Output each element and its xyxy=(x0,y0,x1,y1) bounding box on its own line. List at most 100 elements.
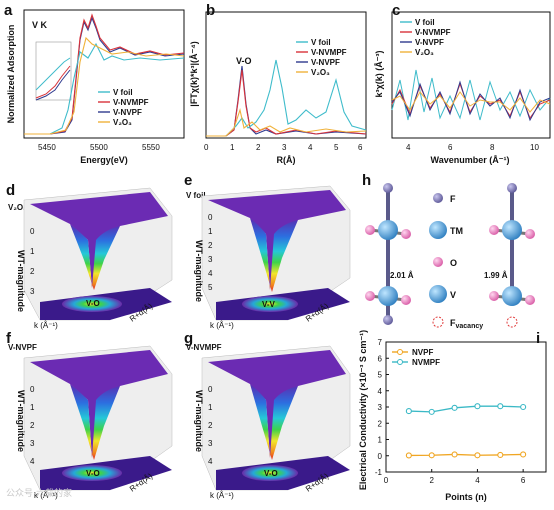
wavelet-ztick: 0 xyxy=(30,227,35,236)
panel-b: b V-O V foil V-NVMPF V-NVPF V₂O₃ 0 1 2 3… xyxy=(186,0,370,168)
wavelet-ztick: 4 xyxy=(208,269,213,278)
panel-a-inset-curve-nvmpf xyxy=(35,65,71,99)
panel-a-inset-label: V K xyxy=(32,20,48,30)
chart-i-point-nvpf xyxy=(428,452,435,459)
panel-b-xtick: 3 xyxy=(282,143,287,152)
legend-c-nvmpf: V-NVMPF xyxy=(415,28,451,37)
panel-a-plot: V K V foil V-NVMPF V-NVPF V₂O₃ 5450 5500… xyxy=(6,9,185,165)
panel-a-frame xyxy=(23,9,185,139)
chart-i-legend-nvpf: NVPF xyxy=(412,348,433,357)
legend-c-nvpf: V-NVPF xyxy=(415,38,444,47)
panel-a-legend: V foil V-NVMPF V-NVPF V₂O₃ xyxy=(98,88,149,127)
panel-c-xtick: 8 xyxy=(490,143,495,152)
wavelet-ztick: 1 xyxy=(30,247,35,256)
chart-i-point-nvpf xyxy=(405,452,412,459)
panel-h-letter: h xyxy=(362,172,372,189)
panel-a-xtick: 5550 xyxy=(142,143,160,152)
wavelet-marker: V-O xyxy=(86,469,100,478)
panel-b-curve-nvpf xyxy=(206,65,367,137)
chart-i-ytick-label: 4 xyxy=(378,387,383,396)
chart-i-ytick-label: 0 xyxy=(378,452,383,461)
wavelet-ztick: 3 xyxy=(30,439,35,448)
panel-h: h 2.01 Å F TM O V xyxy=(356,170,554,330)
panel-b-letter: b xyxy=(206,2,216,19)
watermark: 公众号·六载的家 xyxy=(6,488,72,498)
wavelet-klabel: k (Å⁻¹) xyxy=(34,321,58,330)
chart-i-point-nvmpf xyxy=(405,408,412,415)
chart-i-ytick-label: 6 xyxy=(378,354,383,363)
chart-i-xticks: 0 2 4 6 xyxy=(384,469,526,485)
panel-a-inset-box xyxy=(35,41,72,101)
wavelet-title: V foil xyxy=(186,191,206,200)
wavelet-ztick: 3 xyxy=(208,255,213,264)
chart-i-point-nvpf xyxy=(520,451,527,458)
panel-a-inset-curve-nvpf xyxy=(35,69,71,101)
atom-tm-icon xyxy=(429,221,447,239)
wavelet-panel-f: f V-NVPF V-O WT-magnitude 0 1 2 3 4 k (Å… xyxy=(0,330,180,500)
panel-c-curve-v2o3 xyxy=(391,91,551,113)
wavelet-marker: V-O xyxy=(86,299,100,308)
legend-b-v2o3: V₂O₃ xyxy=(311,68,330,77)
legend-c-vfoil: V foil xyxy=(415,18,435,27)
panel-b-xtick: 4 xyxy=(308,143,313,152)
wavelet-ztick: 2 xyxy=(30,267,35,276)
wavelet-ztick: 1 xyxy=(208,227,213,236)
wavelet-title: V-NVPF xyxy=(8,343,37,352)
structure-diagram: 2.01 Å F TM O V Fvacancy 1.99 Å xyxy=(365,183,535,330)
panel-c-curve-nvpf xyxy=(391,80,551,122)
structure-left: 2.01 Å xyxy=(365,183,414,325)
chart-i-ytick-label: 5 xyxy=(378,371,383,380)
panel-c-frame xyxy=(391,11,551,139)
chart-i-xtick-label: 4 xyxy=(475,476,480,485)
panel-a-curve-v2o3 xyxy=(24,36,185,135)
chart-i-xtick-label: 2 xyxy=(429,476,434,485)
wavelet-panel-e: e V foil V-V WT-magnitude 0 1 2 3 4 5 k … xyxy=(180,170,355,330)
legend-h-fvac-main: F xyxy=(450,318,456,328)
wavelet-panel-g: g V-NVMPF V-O WT-magnitude 0 1 2 3 4 k (… xyxy=(180,330,355,500)
wavelet-ztick: 0 xyxy=(208,213,213,222)
panel-b-plot: V-O V foil V-NVMPF V-NVPF V₂O₃ 0 1 2 3 4… xyxy=(189,11,367,165)
wavelet-ztick: 2 xyxy=(208,421,213,430)
panel-c-legend: V foil V-NVMPF V-NVPF V₂O₃ xyxy=(400,18,451,57)
panel-c-plot: V foil V-NVMPF V-NVPF V₂O₃ 4 6 8 10 Wave… xyxy=(374,11,551,165)
atom-f-icon xyxy=(433,193,443,203)
wavelet-ztick: 0 xyxy=(208,385,213,394)
chart-i-point-nvmpf xyxy=(474,403,481,410)
chart-i-point-nvpf xyxy=(497,451,504,458)
legend-h-tm: TM xyxy=(450,226,463,236)
wavelet-klabel: k (Å⁻¹) xyxy=(210,321,234,330)
panel-c-letter: c xyxy=(392,2,401,19)
wavelet-letter: d xyxy=(6,182,16,199)
panel-c-ylabel: k³χ(k) (Å⁻³) xyxy=(374,51,384,98)
wavelet-ztick: 5 xyxy=(208,283,213,292)
panel-b-xtick: 1 xyxy=(230,143,235,152)
legend-h-fvac: Fvacancy xyxy=(450,318,483,330)
chart-i-point-nvmpf xyxy=(451,404,458,411)
chart-i-xtick-label: 6 xyxy=(521,476,526,485)
panel-a-xlabel: Energy(eV) xyxy=(80,155,128,165)
wavelet-plot-f: V-NVPF V-O WT-magnitude 0 1 2 3 4 k (Å⁻¹… xyxy=(8,343,173,500)
chart-i-ytick-label: 1 xyxy=(378,436,383,445)
bond-length-right: 1.99 Å xyxy=(484,271,508,280)
chart-i-yticks: -1 0 1 2 3 4 5 6 7 xyxy=(375,338,389,477)
panel-i-letter: i xyxy=(536,330,541,347)
panel-a-xtick: 5500 xyxy=(90,143,108,152)
wavelet-klabel: k (Å⁻¹) xyxy=(34,491,58,500)
panel-b-ylabel: |FTχ(k)*k³|(Å⁻⁴) xyxy=(189,41,199,106)
wavelet-ztick: 1 xyxy=(208,403,213,412)
legend-c-v2o3: V₂O₃ xyxy=(415,48,434,57)
wavelet-plot-g: V-NVMPF V-O WT-magnitude 0 1 2 3 4 k (Å⁻… xyxy=(186,343,351,500)
structure-right: 1.99 Å xyxy=(484,183,535,328)
wavelet-letter: e xyxy=(184,172,193,189)
wavelet-zlabel: WT-magnitude xyxy=(16,250,26,312)
wavelet-title: V₂O₃ xyxy=(8,203,27,212)
atom-o-icon xyxy=(433,257,443,267)
legend-a-nvmpf: V-NVMPF xyxy=(113,98,149,107)
legend-h-f: F xyxy=(450,194,456,204)
panel-b-xtick: 0 xyxy=(204,143,209,152)
legend-a-vfoil: V foil xyxy=(113,88,133,97)
panel-a-curve-nvpf xyxy=(24,16,185,135)
legend-b-nvmpf: V-NVMPF xyxy=(311,48,347,57)
